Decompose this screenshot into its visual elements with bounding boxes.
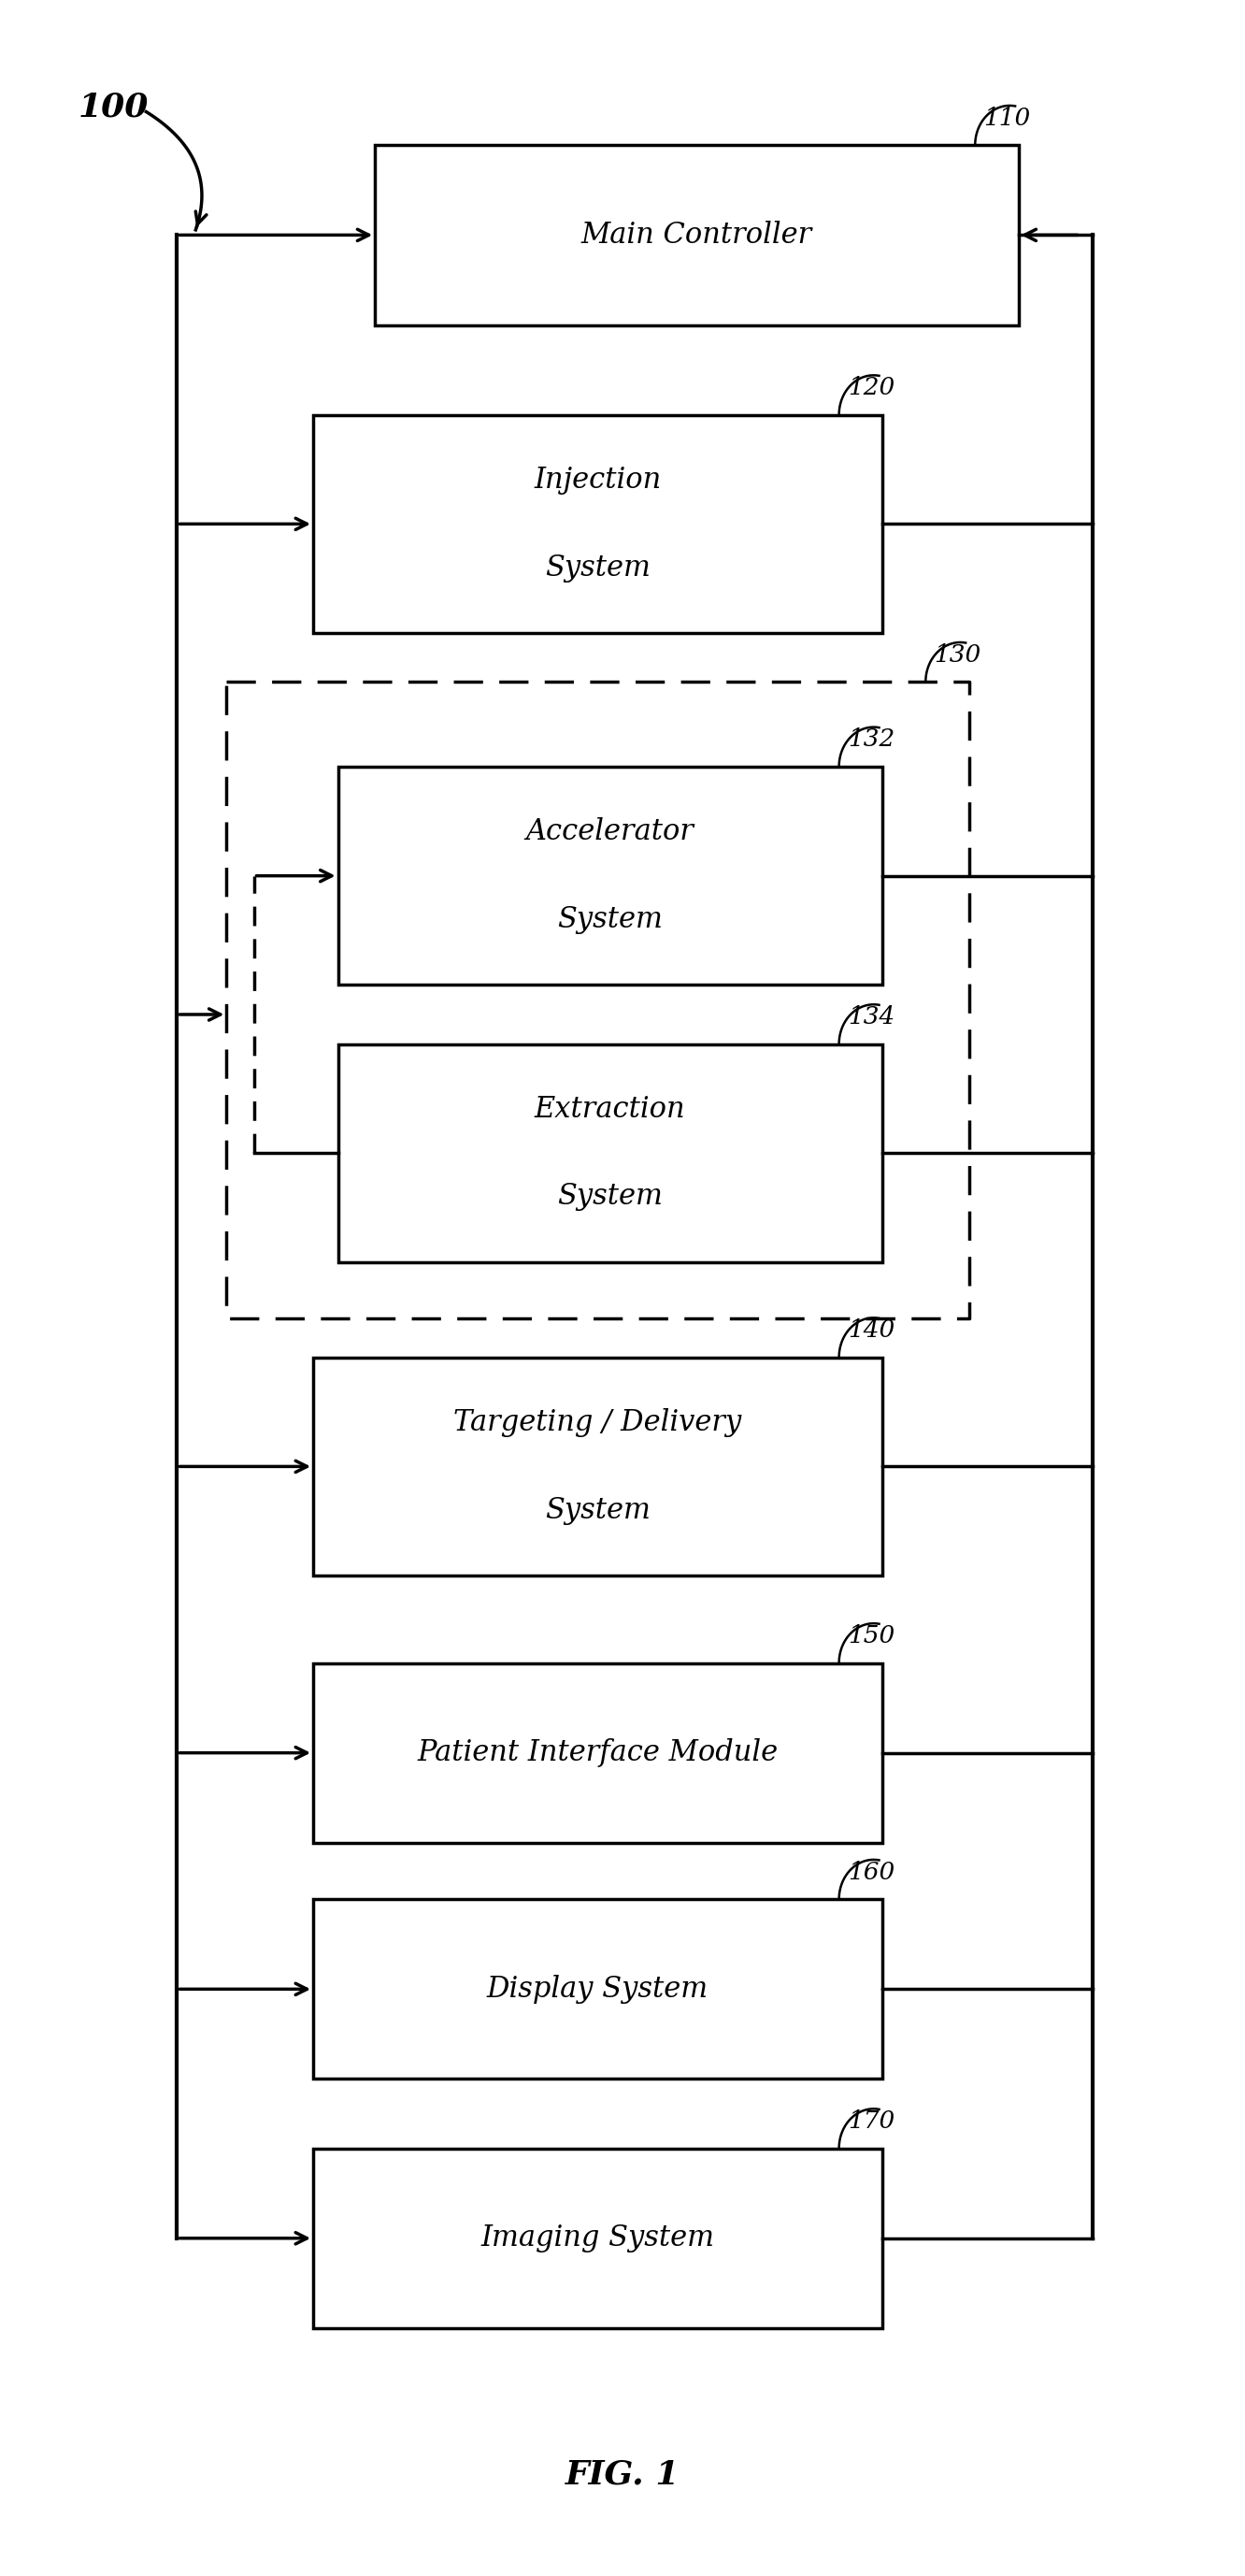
Bar (337, 1043, 883, 1262)
Bar (337, 768, 883, 984)
Text: 132: 132 (848, 729, 895, 752)
Text: 110: 110 (984, 106, 1031, 129)
Text: Targeting / Delivery: Targeting / Delivery (453, 1409, 742, 1437)
Text: Extraction: Extraction (534, 1095, 686, 1123)
Text: Display System: Display System (487, 1976, 708, 2004)
Text: 160: 160 (848, 1860, 895, 1883)
Text: System: System (558, 1182, 662, 1211)
Text: 130: 130 (934, 644, 981, 667)
Text: System: System (545, 554, 650, 582)
Bar (314, 1358, 883, 1577)
Text: FIG. 1: FIG. 1 (565, 2458, 680, 2491)
Bar (314, 415, 883, 634)
Text: 100: 100 (78, 90, 148, 124)
Text: 170: 170 (848, 2110, 895, 2133)
Text: Patient Interface Module: Patient Interface Module (417, 1739, 778, 1767)
Text: 150: 150 (848, 1625, 895, 1649)
Text: Injection: Injection (534, 466, 661, 495)
Text: 120: 120 (848, 376, 895, 399)
Text: 140: 140 (848, 1319, 895, 1342)
Text: System: System (545, 1497, 650, 1525)
Bar (314, 2148, 883, 2329)
Text: System: System (558, 904, 662, 935)
Text: Main Controller: Main Controller (581, 222, 812, 250)
Bar (314, 1664, 883, 1842)
Text: 134: 134 (848, 1005, 895, 1028)
Text: Accelerator: Accelerator (525, 817, 695, 848)
Bar (375, 144, 1018, 325)
Text: Imaging System: Imaging System (481, 2223, 715, 2254)
Bar (314, 1899, 883, 2079)
